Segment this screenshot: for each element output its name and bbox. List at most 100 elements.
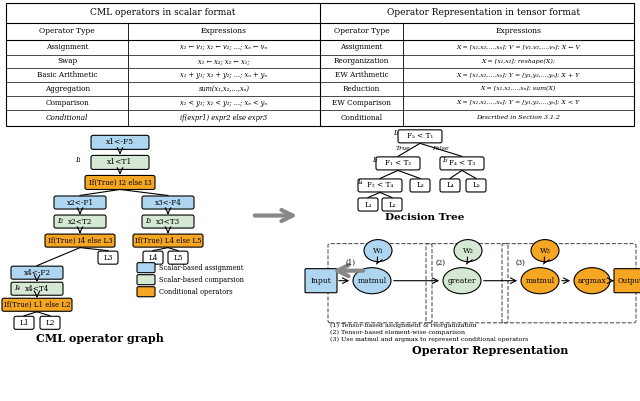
FancyBboxPatch shape bbox=[440, 179, 460, 192]
Ellipse shape bbox=[443, 268, 481, 294]
Text: x1<-F5: x1<-F5 bbox=[106, 138, 134, 146]
Text: EW Arithmetic: EW Arithmetic bbox=[335, 71, 388, 79]
Text: If(True) L4 else L5: If(True) L4 else L5 bbox=[135, 237, 201, 245]
Text: Expressions: Expressions bbox=[201, 27, 247, 35]
Text: L₃: L₃ bbox=[416, 182, 424, 189]
Text: Basic Arithmetic: Basic Arithmetic bbox=[37, 71, 97, 79]
Ellipse shape bbox=[353, 268, 391, 294]
Text: x2<T2: x2<T2 bbox=[68, 218, 92, 225]
Text: argmax: argmax bbox=[578, 277, 606, 285]
Text: L2: L2 bbox=[45, 319, 55, 327]
FancyBboxPatch shape bbox=[137, 263, 155, 273]
FancyBboxPatch shape bbox=[91, 136, 149, 150]
Ellipse shape bbox=[454, 239, 482, 262]
Text: I₄: I₄ bbox=[14, 284, 20, 292]
Text: Reorganization: Reorganization bbox=[334, 57, 389, 65]
Text: I₄: I₄ bbox=[357, 178, 363, 186]
Text: Scalar-based assignment: Scalar-based assignment bbox=[159, 264, 243, 271]
Text: Operator Representation in tensor format: Operator Representation in tensor format bbox=[387, 8, 580, 17]
FancyBboxPatch shape bbox=[85, 176, 155, 190]
FancyBboxPatch shape bbox=[11, 266, 63, 279]
Text: L₄: L₄ bbox=[446, 182, 454, 189]
Text: x1<T1: x1<T1 bbox=[108, 158, 132, 166]
FancyBboxPatch shape bbox=[143, 251, 163, 264]
Text: L4: L4 bbox=[148, 254, 157, 261]
Text: If(True) L1 else L2: If(True) L1 else L2 bbox=[4, 301, 70, 309]
Text: Aggregation: Aggregation bbox=[45, 85, 90, 93]
Text: x₁ ← v₁; x₂ ← v₂; ...; xₙ ← vₙ: x₁ ← v₁; x₂ ← v₂; ...; xₙ ← vₙ bbox=[180, 43, 268, 51]
Text: x₁ < y₁; x₂ < y₂; ...; xₙ < yₙ: x₁ < y₁; x₂ < y₂; ...; xₙ < yₙ bbox=[180, 99, 268, 107]
Text: L3: L3 bbox=[103, 254, 113, 261]
FancyBboxPatch shape bbox=[11, 282, 63, 295]
Ellipse shape bbox=[574, 268, 610, 294]
Text: Conditional: Conditional bbox=[340, 114, 383, 122]
Text: W₁: W₁ bbox=[372, 247, 383, 255]
Text: L1: L1 bbox=[19, 319, 29, 327]
Text: False: False bbox=[431, 146, 449, 151]
FancyBboxPatch shape bbox=[137, 275, 155, 285]
Text: (3): (3) bbox=[515, 259, 525, 267]
Text: I₃: I₃ bbox=[145, 217, 151, 225]
Text: True: True bbox=[396, 146, 410, 151]
Text: (1) Tensor-based assignment & reorganization: (1) Tensor-based assignment & reorganiza… bbox=[330, 323, 477, 328]
Text: L₁: L₁ bbox=[364, 200, 372, 209]
Text: X = [x₁,x₂,...,xₙ]; Y = [y₁,y₂,...,yₙ]; X < Y: X = [x₁,x₂,...,xₙ]; Y = [y₁,y₂,...,yₙ]; … bbox=[457, 100, 580, 105]
Text: greater: greater bbox=[448, 277, 476, 285]
Ellipse shape bbox=[364, 239, 392, 262]
Ellipse shape bbox=[521, 268, 559, 294]
Text: x3<T3: x3<T3 bbox=[156, 218, 180, 225]
Text: x4<T4: x4<T4 bbox=[25, 285, 49, 293]
FancyBboxPatch shape bbox=[398, 130, 442, 143]
Text: X = [x₁,x₂]; reshape(X);: X = [x₁,x₂]; reshape(X); bbox=[481, 59, 556, 64]
FancyBboxPatch shape bbox=[410, 179, 430, 192]
Text: x₁ + y₁; x₂ + y₂; ...; xₙ + yₙ: x₁ + y₁; x₂ + y₂; ...; xₙ + yₙ bbox=[180, 71, 268, 79]
Text: if(expr1) expr2 else expr3: if(expr1) expr2 else expr3 bbox=[180, 114, 268, 122]
Text: EW Comparison: EW Comparison bbox=[332, 99, 391, 107]
FancyBboxPatch shape bbox=[142, 215, 194, 228]
FancyBboxPatch shape bbox=[45, 234, 115, 247]
Text: W₃: W₃ bbox=[540, 247, 550, 255]
Text: I₁: I₁ bbox=[393, 130, 399, 137]
Text: L₅: L₅ bbox=[472, 182, 480, 189]
FancyBboxPatch shape bbox=[358, 198, 378, 211]
FancyBboxPatch shape bbox=[14, 316, 34, 329]
Text: matmul: matmul bbox=[525, 277, 555, 285]
Text: (1): (1) bbox=[345, 259, 355, 267]
FancyBboxPatch shape bbox=[40, 316, 60, 329]
FancyBboxPatch shape bbox=[2, 298, 72, 311]
FancyBboxPatch shape bbox=[98, 251, 118, 264]
Text: I₂: I₂ bbox=[372, 156, 378, 164]
Text: W₂: W₂ bbox=[463, 247, 474, 255]
Text: Scalar-based comparsion: Scalar-based comparsion bbox=[159, 276, 244, 284]
FancyBboxPatch shape bbox=[54, 215, 106, 228]
FancyBboxPatch shape bbox=[382, 198, 402, 211]
Text: matmul: matmul bbox=[357, 277, 387, 285]
Text: x3<-F4: x3<-F4 bbox=[155, 198, 181, 207]
Text: F₂ < T₄: F₂ < T₄ bbox=[367, 182, 393, 189]
FancyBboxPatch shape bbox=[137, 287, 155, 297]
FancyBboxPatch shape bbox=[305, 269, 337, 293]
Text: Input: Input bbox=[310, 277, 332, 285]
Text: Described in Section 3.1.2: Described in Section 3.1.2 bbox=[476, 115, 561, 120]
Text: I₁: I₁ bbox=[75, 156, 81, 164]
Text: Reduction: Reduction bbox=[343, 85, 380, 93]
Text: F₁ < T₂: F₁ < T₂ bbox=[385, 160, 411, 167]
FancyBboxPatch shape bbox=[614, 269, 640, 293]
FancyBboxPatch shape bbox=[142, 196, 194, 209]
Text: Operator Representation: Operator Representation bbox=[412, 345, 568, 356]
FancyBboxPatch shape bbox=[466, 179, 486, 192]
Text: If(True) I2 else I3: If(True) I2 else I3 bbox=[89, 178, 151, 186]
Text: (3) Use matmul and argmax to represent conditional operators: (3) Use matmul and argmax to represent c… bbox=[330, 337, 529, 342]
FancyBboxPatch shape bbox=[440, 157, 484, 170]
Text: (2): (2) bbox=[435, 259, 445, 267]
Text: Assignment: Assignment bbox=[340, 43, 383, 51]
Text: Assignment: Assignment bbox=[46, 43, 88, 51]
Text: L₂: L₂ bbox=[388, 200, 396, 209]
Text: (2) Tensor-based element-wise comparison: (2) Tensor-based element-wise comparison bbox=[330, 330, 465, 336]
FancyBboxPatch shape bbox=[376, 157, 420, 170]
Text: I₃: I₃ bbox=[442, 156, 448, 164]
FancyBboxPatch shape bbox=[133, 234, 203, 247]
Text: Decision Tree: Decision Tree bbox=[385, 213, 465, 222]
Text: Conditional operators: Conditional operators bbox=[159, 288, 232, 296]
Text: L5: L5 bbox=[173, 254, 183, 261]
